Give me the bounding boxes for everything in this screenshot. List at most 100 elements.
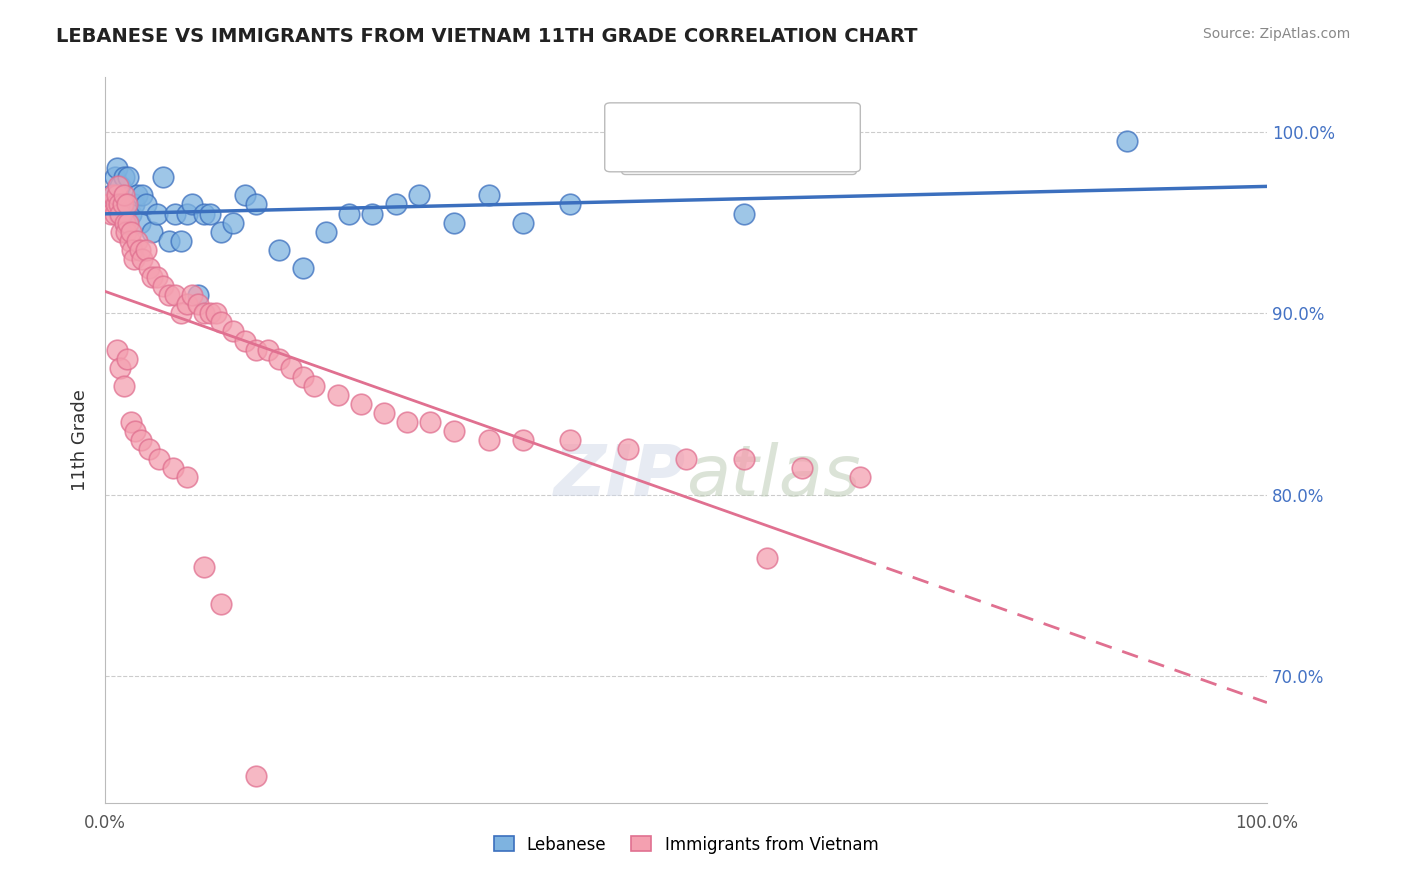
Point bbox=[105, 343, 128, 357]
Point bbox=[280, 360, 302, 375]
Point bbox=[110, 360, 132, 375]
Point bbox=[257, 343, 280, 357]
Point bbox=[170, 306, 193, 320]
Point bbox=[138, 260, 160, 275]
Point bbox=[114, 216, 136, 230]
Point bbox=[103, 170, 125, 185]
Point bbox=[125, 234, 148, 248]
Point bbox=[110, 179, 132, 194]
Point bbox=[163, 206, 186, 220]
Point bbox=[110, 225, 132, 239]
Text: atlas: atlas bbox=[686, 442, 860, 511]
Point bbox=[162, 460, 184, 475]
Point bbox=[512, 434, 534, 448]
Point bbox=[120, 206, 142, 220]
Point bbox=[291, 260, 314, 275]
Point bbox=[617, 442, 640, 457]
Point bbox=[512, 216, 534, 230]
FancyBboxPatch shape bbox=[605, 103, 860, 172]
Point bbox=[176, 206, 198, 220]
Point bbox=[120, 225, 142, 239]
Point bbox=[117, 197, 139, 211]
Point bbox=[245, 769, 267, 783]
Point bbox=[100, 206, 122, 220]
Point bbox=[443, 216, 465, 230]
Point bbox=[181, 288, 204, 302]
Point bbox=[157, 288, 180, 302]
Point bbox=[111, 197, 134, 211]
Point bbox=[97, 197, 120, 211]
Point bbox=[291, 369, 314, 384]
Point bbox=[204, 306, 226, 320]
Point bbox=[209, 597, 232, 611]
Point bbox=[103, 188, 125, 202]
Point bbox=[115, 225, 138, 239]
Point bbox=[198, 306, 221, 320]
Point bbox=[361, 206, 384, 220]
Point bbox=[733, 206, 755, 220]
Point bbox=[396, 415, 419, 429]
Point bbox=[269, 243, 291, 257]
Point bbox=[193, 560, 215, 574]
Point bbox=[125, 188, 148, 202]
Point bbox=[222, 325, 245, 339]
Point bbox=[105, 161, 128, 176]
Point bbox=[124, 425, 146, 439]
Y-axis label: 11th Grade: 11th Grade bbox=[72, 390, 89, 491]
Point bbox=[849, 469, 872, 483]
Point bbox=[373, 406, 395, 420]
Point bbox=[114, 216, 136, 230]
Point bbox=[558, 434, 581, 448]
Point bbox=[209, 315, 232, 329]
Point bbox=[104, 197, 127, 211]
Point bbox=[103, 206, 125, 220]
Point bbox=[138, 442, 160, 457]
Point bbox=[198, 206, 221, 220]
Point bbox=[131, 188, 153, 202]
Point bbox=[419, 415, 441, 429]
Point bbox=[675, 451, 697, 466]
Point bbox=[233, 334, 256, 348]
Point bbox=[1116, 134, 1139, 148]
Point bbox=[108, 206, 131, 220]
Point bbox=[100, 188, 122, 202]
Point bbox=[152, 170, 174, 185]
Point bbox=[146, 206, 169, 220]
Point bbox=[129, 216, 152, 230]
Point bbox=[245, 197, 267, 211]
Text: LEBANESE VS IMMIGRANTS FROM VIETNAM 11TH GRADE CORRELATION CHART: LEBANESE VS IMMIGRANTS FROM VIETNAM 11TH… bbox=[56, 27, 918, 45]
Point bbox=[193, 306, 215, 320]
Point bbox=[315, 225, 337, 239]
Point bbox=[110, 206, 132, 220]
Point bbox=[245, 343, 267, 357]
Point bbox=[111, 197, 134, 211]
Point bbox=[384, 197, 406, 211]
Point bbox=[163, 288, 186, 302]
Point bbox=[120, 415, 142, 429]
Point bbox=[112, 188, 135, 202]
Point bbox=[209, 225, 232, 239]
Point bbox=[222, 216, 245, 230]
Legend: R =  0.259   N = 44, R = -0.108   N = 75: R = 0.259 N = 44, R = -0.108 N = 75 bbox=[621, 108, 856, 174]
Point bbox=[733, 451, 755, 466]
Point bbox=[122, 197, 145, 211]
Point bbox=[558, 197, 581, 211]
Point bbox=[152, 279, 174, 293]
Point bbox=[122, 252, 145, 266]
Point bbox=[148, 451, 170, 466]
Point bbox=[146, 270, 169, 285]
Point bbox=[135, 197, 157, 211]
Point bbox=[117, 351, 139, 366]
Point bbox=[117, 170, 139, 185]
Point bbox=[108, 197, 131, 211]
Point bbox=[233, 188, 256, 202]
Point bbox=[326, 388, 349, 402]
Point bbox=[477, 434, 499, 448]
Point bbox=[408, 188, 430, 202]
Point bbox=[141, 225, 163, 239]
Point bbox=[129, 434, 152, 448]
Point bbox=[193, 206, 215, 220]
Point bbox=[181, 197, 204, 211]
Point bbox=[269, 351, 291, 366]
Point bbox=[304, 379, 326, 393]
